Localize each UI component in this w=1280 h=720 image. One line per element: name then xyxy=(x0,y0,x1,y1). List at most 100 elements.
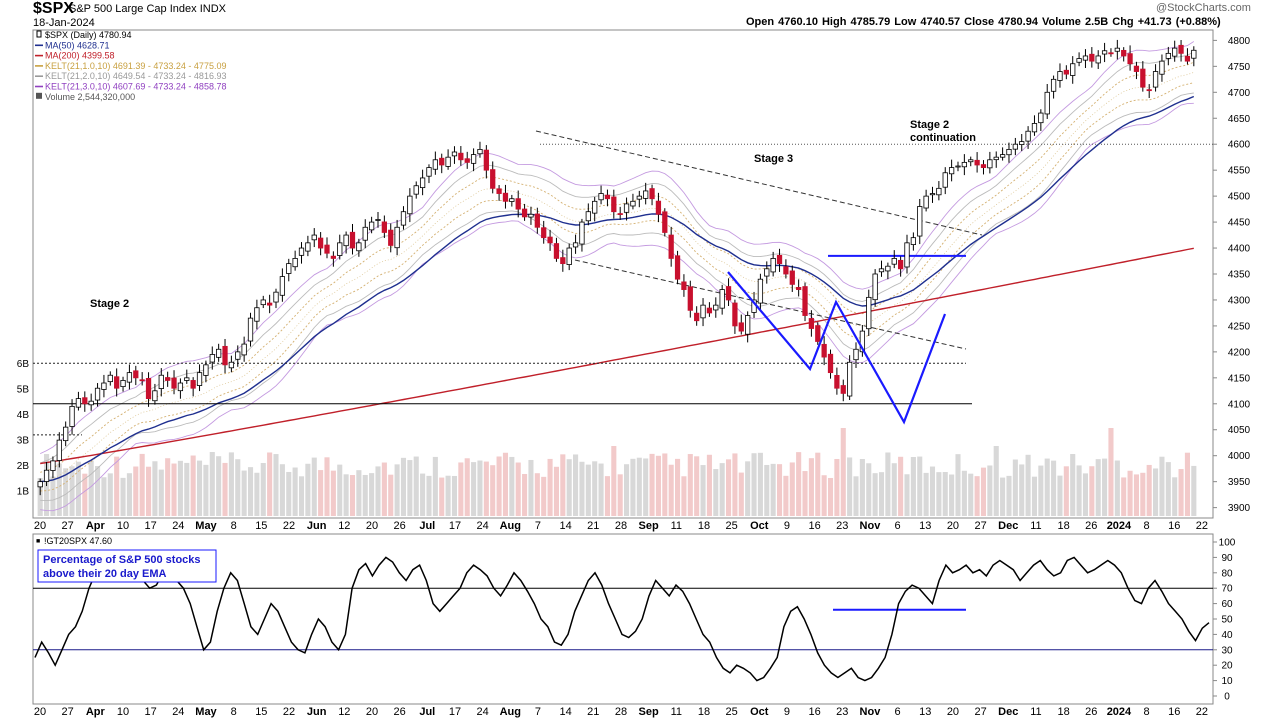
volume-bar xyxy=(917,456,923,516)
volume-bar xyxy=(1070,454,1076,516)
candle-body xyxy=(521,208,528,218)
price-x-tick-label: 26 xyxy=(394,520,406,532)
price-x-tick-label: 27 xyxy=(974,520,986,532)
breadth-tick-label: 80 xyxy=(1221,568,1233,579)
price-x-tick-label: Apr xyxy=(86,520,106,532)
volume-bar xyxy=(1102,458,1108,516)
volume-bar xyxy=(834,458,840,516)
candle-body xyxy=(324,244,330,254)
volume-tick-label: 6B xyxy=(17,359,30,370)
breadth-x-tick-label: 27 xyxy=(974,706,986,718)
candle-body xyxy=(1184,55,1191,62)
volume-bar xyxy=(681,476,687,516)
volume-bar xyxy=(241,470,247,516)
volume-bar xyxy=(955,454,961,516)
breadth-x-tick-label: 23 xyxy=(836,706,848,718)
breadth-note-line1: Percentage of S&P 500 stocks xyxy=(43,554,201,566)
breadth-x-tick-label: 20 xyxy=(34,706,46,718)
volume-bar xyxy=(343,474,349,516)
candle-body xyxy=(439,157,445,166)
volume-bar xyxy=(88,460,94,516)
price-tick-label: 4050 xyxy=(1228,425,1251,436)
price-x-tick-label: 13 xyxy=(919,520,931,532)
volume-bar xyxy=(177,460,183,516)
volume-bar xyxy=(318,470,324,516)
candle-body xyxy=(458,152,464,161)
annotation-stage2: Stage 2 xyxy=(90,298,129,310)
legend-entry: KELT(21,1.0,10) 4691.39 - 4733.24 - 4775… xyxy=(45,61,226,71)
volume-bar xyxy=(706,454,712,516)
breadth-x-tick-label: 18 xyxy=(698,706,710,718)
price-tick-label: 4800 xyxy=(1228,36,1251,47)
candle-body xyxy=(655,200,662,215)
volume-bar xyxy=(662,453,668,516)
price-panel-frame xyxy=(32,29,1214,519)
keltner-1-upper xyxy=(40,61,1194,473)
volume-bar xyxy=(949,474,955,516)
volume-bar xyxy=(821,475,827,516)
candle-body xyxy=(120,380,126,388)
candle-body xyxy=(126,372,133,383)
volume-bar xyxy=(362,474,368,516)
volume-bar xyxy=(1121,477,1127,516)
candle-body xyxy=(853,348,859,361)
candle-body xyxy=(515,198,521,210)
volume-bar xyxy=(751,453,757,516)
volume-bar xyxy=(432,456,438,516)
annotation-stage2-cont: Stage 2 xyxy=(910,119,949,131)
price-x-tick-label: 22 xyxy=(283,520,295,532)
price-tick-label: 4300 xyxy=(1228,295,1251,306)
volume-bar xyxy=(872,473,878,516)
candle-body xyxy=(961,161,967,168)
volume-bar xyxy=(298,476,305,516)
annotation-stage3: Stage 3 xyxy=(754,153,793,165)
candle-body xyxy=(776,254,783,265)
volume-bar xyxy=(369,473,375,516)
price-x-tick-label: 24 xyxy=(172,520,184,532)
candle-body xyxy=(923,195,929,209)
volume-bar xyxy=(675,458,681,516)
candle-body xyxy=(228,361,235,369)
price-x-tick-label: 7 xyxy=(535,520,541,532)
volume-bar xyxy=(1108,428,1114,516)
volume-bar xyxy=(776,464,783,516)
volume-bar xyxy=(95,466,101,516)
volume-bar xyxy=(82,473,88,516)
candle-body xyxy=(547,236,553,244)
volume-bar xyxy=(445,475,451,516)
price-x-tick-label: 2024 xyxy=(1107,520,1132,532)
price-x-tick-label: 24 xyxy=(477,520,489,532)
candle-body xyxy=(604,194,611,200)
legend-entry: Volume 2,544,320,000 xyxy=(45,92,135,102)
candle-body xyxy=(789,270,795,285)
price-x-tick-label: Dec xyxy=(998,520,1018,532)
volume-bar xyxy=(738,472,744,516)
candle-body xyxy=(286,263,292,274)
volume-bar xyxy=(936,472,942,516)
volume-bar xyxy=(611,446,617,516)
volume-bars xyxy=(37,428,1197,516)
candle-body xyxy=(381,221,387,233)
volume-bar xyxy=(598,463,604,516)
candle-body xyxy=(75,398,82,408)
candle-body xyxy=(50,460,56,471)
breadth-x-tick-label: 26 xyxy=(394,706,406,718)
candle-body xyxy=(235,351,241,360)
volume-bar xyxy=(133,466,139,516)
candle-body xyxy=(738,322,744,332)
watermark[interactable]: @StockCharts.com xyxy=(1156,2,1251,14)
candle-body xyxy=(974,159,980,166)
candle-body xyxy=(490,169,496,189)
price-x-tick-label: 6 xyxy=(895,520,901,532)
quote-line: Open 4760.10 High 4785.79 Low 4740.57 Cl… xyxy=(746,16,1221,28)
price-x-tick-label: 22 xyxy=(1196,520,1208,532)
volume-bar xyxy=(770,463,776,516)
breadth-tick-label: 30 xyxy=(1221,645,1233,656)
breadth-x-tick-label: 17 xyxy=(449,706,461,718)
volume-bar xyxy=(324,457,330,516)
candle-body xyxy=(509,198,515,202)
candle-body xyxy=(904,242,910,268)
breadth-x-tick-label: Nov xyxy=(860,706,882,718)
candle-body xyxy=(1133,65,1140,72)
